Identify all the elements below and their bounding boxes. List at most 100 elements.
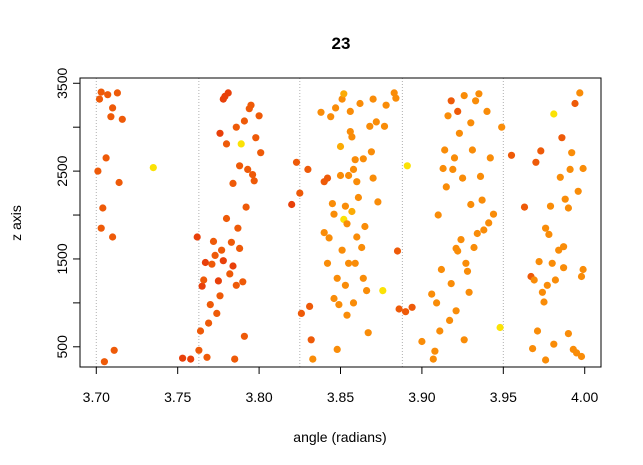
y-axis: 500 1500 2500 3500 <box>54 67 81 359</box>
data-point-40 <box>224 89 232 97</box>
data-point-160 <box>465 288 473 296</box>
data-point-198 <box>556 173 564 181</box>
data-point-117 <box>367 148 375 156</box>
data-point-182 <box>532 158 540 166</box>
data-point-31 <box>214 277 222 285</box>
plot-frame <box>79 77 602 368</box>
data-point-42 <box>227 238 235 246</box>
data-point-102 <box>349 165 358 173</box>
data-point-58 <box>247 101 255 109</box>
data-point-191 <box>545 230 553 238</box>
data-point-159 <box>463 267 472 275</box>
data-point-65 <box>292 158 301 166</box>
data-point-106 <box>353 233 361 241</box>
data-point-23 <box>201 258 209 267</box>
data-point-145 <box>447 97 455 105</box>
data-point-93 <box>341 281 349 289</box>
data-point-26 <box>206 301 214 309</box>
data-point-9 <box>109 233 117 241</box>
x-axis-label: angle (radians) <box>293 429 386 445</box>
data-point-144 <box>446 316 454 324</box>
data-point-0 <box>94 167 102 175</box>
chart-title: 23 <box>332 34 351 53</box>
data-point-214 <box>579 265 587 274</box>
data-point-172 <box>485 219 493 227</box>
data-point-68 <box>304 165 312 173</box>
data-point-109 <box>356 99 364 108</box>
data-point-54 <box>240 332 248 340</box>
data-point-92 <box>341 202 349 210</box>
data-point-101 <box>348 207 356 216</box>
data-point-142 <box>442 183 450 191</box>
data-point-104 <box>351 156 359 164</box>
data-point-86 <box>336 171 345 180</box>
data-point-139 <box>437 265 445 274</box>
data-point-46 <box>232 123 240 131</box>
data-point-110 <box>358 243 366 252</box>
data-point-14 <box>118 115 126 123</box>
data-point-196 <box>551 276 560 284</box>
data-point-175 <box>496 323 504 332</box>
data-point-176 <box>498 123 506 131</box>
data-point-129 <box>402 308 410 316</box>
data-point-201 <box>560 264 568 272</box>
data-point-180 <box>529 345 537 353</box>
data-point-130 <box>403 162 411 170</box>
data-point-10 <box>109 104 117 112</box>
data-point-165 <box>472 97 480 105</box>
data-point-67 <box>297 309 305 317</box>
data-point-215 <box>579 164 587 173</box>
data-point-112 <box>359 155 367 163</box>
data-point-25 <box>205 319 213 327</box>
data-point-210 <box>574 187 582 195</box>
data-point-153 <box>455 129 463 137</box>
data-point-15 <box>149 164 157 172</box>
data-point-206 <box>568 149 576 157</box>
data-point-171 <box>483 107 491 115</box>
data-point-1 <box>95 95 104 103</box>
data-point-132 <box>418 337 426 346</box>
data-point-194 <box>550 110 558 118</box>
data-point-128 <box>395 305 403 313</box>
x-tick-label-3: 3.85 <box>327 389 354 405</box>
y-axis-label: z axis <box>8 205 24 241</box>
data-point-77 <box>325 234 333 242</box>
data-point-69 <box>306 302 314 310</box>
data-point-61 <box>252 134 260 142</box>
data-point-185 <box>537 147 545 155</box>
data-point-205 <box>566 165 574 173</box>
x-tick-label-5: 3.95 <box>490 389 517 405</box>
data-point-187 <box>540 298 548 306</box>
data-point-49 <box>236 244 244 252</box>
data-point-34 <box>218 246 226 254</box>
data-point-18 <box>193 233 201 241</box>
data-point-21 <box>198 282 206 290</box>
data-point-177 <box>507 151 516 159</box>
data-point-78 <box>327 113 335 121</box>
data-point-50 <box>236 162 244 170</box>
data-point-96 <box>345 171 353 180</box>
data-point-8 <box>107 113 115 121</box>
data-point-114 <box>363 287 371 295</box>
data-point-166 <box>473 229 481 238</box>
data-point-74 <box>320 229 328 237</box>
data-point-103 <box>349 299 358 307</box>
data-point-36 <box>219 257 227 265</box>
data-point-143 <box>444 112 452 120</box>
data-point-66 <box>296 189 304 197</box>
data-point-181 <box>530 276 538 284</box>
data-point-80 <box>330 210 338 218</box>
data-point-138 <box>436 327 444 335</box>
y-tick-label-2: 1500 <box>54 243 70 274</box>
data-point-141 <box>441 146 449 154</box>
data-point-133 <box>428 290 436 298</box>
data-point-148 <box>450 154 459 162</box>
data-point-193 <box>548 259 556 267</box>
data-point-87 <box>336 142 345 151</box>
data-point-184 <box>535 258 543 266</box>
data-point-81 <box>330 294 338 303</box>
data-point-192 <box>546 202 555 210</box>
y-tick-label-0: 500 <box>54 335 70 359</box>
data-point-56 <box>244 165 252 173</box>
